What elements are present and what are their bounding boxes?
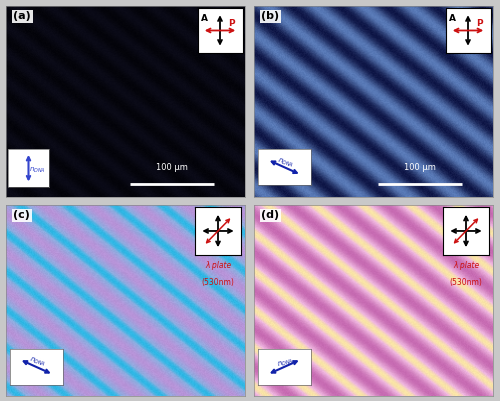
Text: (d): (d) <box>261 210 280 220</box>
Text: $n_{DNA}$: $n_{DNA}$ <box>30 166 46 175</box>
Text: λ plate: λ plate <box>205 261 231 270</box>
Text: A: A <box>201 14 208 23</box>
Text: (a): (a) <box>13 11 31 21</box>
Text: (530nm): (530nm) <box>202 278 234 288</box>
Text: 100 μm: 100 μm <box>404 163 436 172</box>
Text: $n_{DNA}$: $n_{DNA}$ <box>28 356 47 369</box>
Text: (b): (b) <box>261 11 280 21</box>
Text: A: A <box>449 14 456 23</box>
Text: λ plate: λ plate <box>453 261 479 270</box>
Text: 100 μm: 100 μm <box>156 163 188 172</box>
Text: (c): (c) <box>13 210 30 220</box>
Text: $n_{DNA}$: $n_{DNA}$ <box>276 156 295 170</box>
Text: P: P <box>228 19 234 28</box>
Text: (530nm): (530nm) <box>450 278 482 288</box>
Text: $n_{DNA}$: $n_{DNA}$ <box>276 356 295 369</box>
Text: P: P <box>476 19 482 28</box>
